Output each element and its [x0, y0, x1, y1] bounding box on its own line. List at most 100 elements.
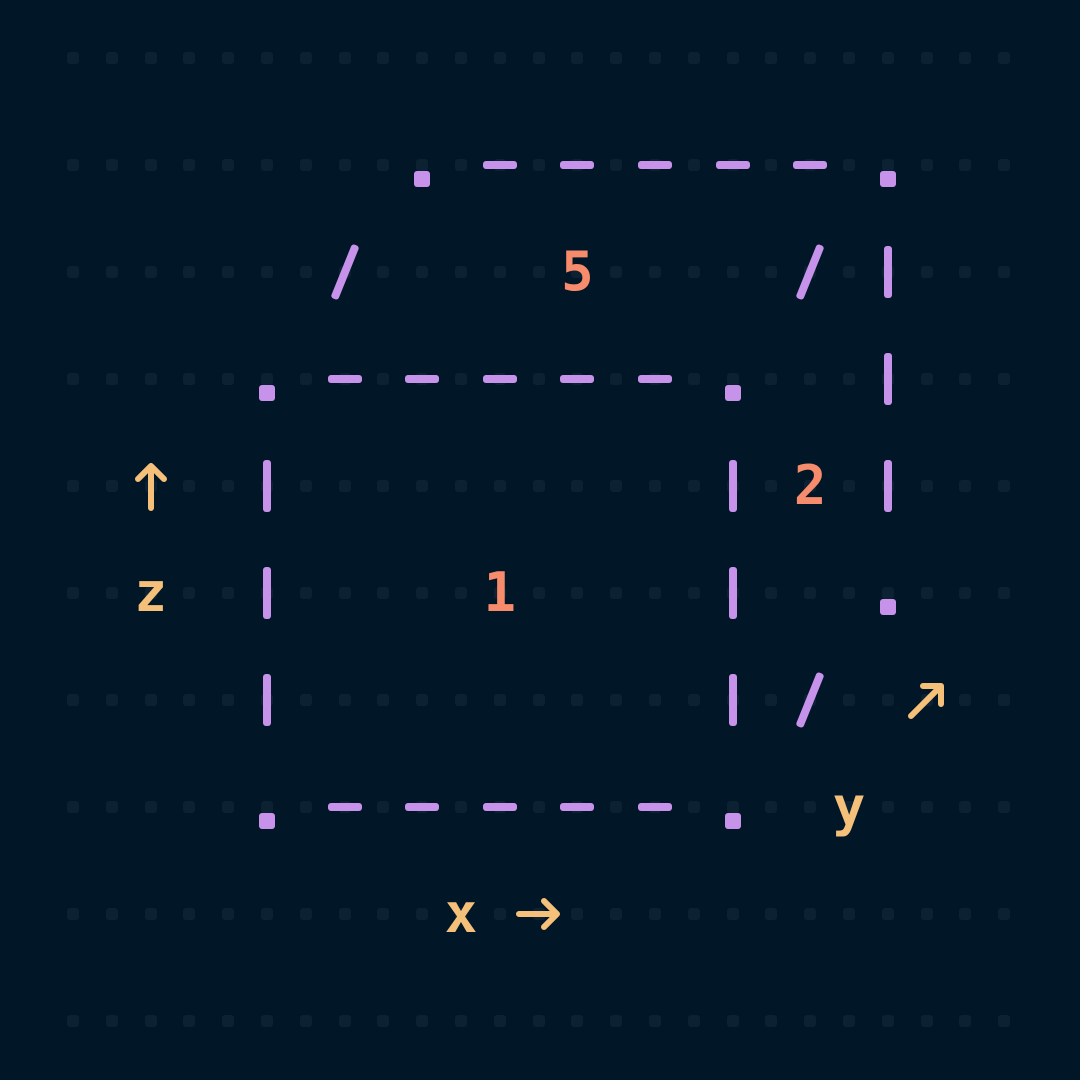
grid-dot	[183, 480, 196, 492]
grid-dot	[183, 908, 196, 920]
grid-dot	[532, 694, 545, 706]
grid-dot	[222, 52, 235, 64]
cube-vertex	[724, 385, 741, 401]
grid-dot	[920, 159, 933, 171]
cube-vertex-cell	[858, 125, 918, 205]
grid-dot	[959, 801, 972, 813]
grid-dot	[765, 52, 778, 64]
grid-dot	[183, 801, 196, 813]
cube-edge-horizontal-cell	[470, 767, 530, 847]
grid-dot	[610, 266, 623, 278]
grid-dot	[299, 1015, 312, 1027]
grid-dot	[687, 52, 700, 64]
grid-dot	[222, 587, 235, 599]
grid-dot	[67, 1015, 79, 1027]
grid-dot	[455, 373, 467, 385]
cube-vertex-cell	[703, 339, 763, 419]
grid-dot	[843, 908, 855, 920]
grid-dot	[610, 373, 623, 385]
grid-dot	[843, 480, 855, 492]
grid-dot	[67, 908, 79, 920]
grid-dot	[493, 908, 506, 920]
grid-dot	[765, 1015, 778, 1027]
grid-dot	[610, 1015, 623, 1027]
grid-dot	[610, 52, 623, 64]
grid-dot	[67, 480, 79, 492]
grid-dot	[377, 266, 390, 278]
grid-dot	[610, 801, 623, 813]
grid-dot	[920, 908, 933, 920]
grid-dot	[687, 159, 700, 171]
grid-dot	[610, 480, 623, 492]
grid-dot	[687, 908, 700, 920]
grid-dot	[765, 908, 778, 920]
cube-edge-horizontal	[482, 375, 517, 383]
cube-edge-horizontal	[793, 161, 828, 169]
cube-vertex	[259, 385, 275, 401]
grid-dot	[105, 1015, 118, 1027]
grid-dot	[881, 801, 894, 813]
grid-dot	[571, 587, 584, 599]
grid-dot	[610, 587, 623, 599]
cube-vertex-cell	[703, 767, 763, 847]
grid-dot	[726, 266, 739, 278]
grid-dot	[804, 1015, 817, 1027]
grid-dot	[804, 587, 817, 599]
grid-dot	[804, 52, 817, 64]
cube-edge-vertical	[263, 674, 271, 726]
grid-dot	[843, 587, 855, 599]
grid-dot	[649, 908, 661, 920]
grid-dot	[493, 1015, 506, 1027]
cube-edge-diagonal	[795, 671, 825, 729]
cube-edge-vertical-cell	[237, 446, 297, 526]
cube-edge-horizontal	[327, 375, 362, 383]
cube-edge-vertical-cell	[237, 553, 297, 633]
grid-dot	[532, 801, 545, 813]
grid-dot	[416, 1015, 429, 1027]
grid-dot	[338, 52, 351, 64]
cube-edge-horizontal-cell	[392, 339, 452, 419]
grid-dot	[649, 694, 661, 706]
cube-vertex-cell	[858, 553, 918, 633]
grid-dot	[105, 480, 118, 492]
grid-dot	[105, 52, 118, 64]
grid-dot	[105, 908, 118, 920]
grid-dot	[493, 480, 506, 492]
grid-dot	[338, 480, 351, 492]
grid-dot	[67, 694, 79, 706]
cube-edge-vertical	[883, 246, 892, 298]
grid-dot	[726, 52, 739, 64]
cube-edge-vertical	[883, 353, 892, 405]
grid-dot	[726, 373, 739, 385]
grid-dot	[222, 373, 235, 385]
grid-dot	[920, 266, 933, 278]
grid-dot	[804, 908, 817, 920]
grid-dot	[455, 694, 467, 706]
grid-dot	[998, 159, 1011, 171]
grid-dot	[67, 373, 79, 385]
grid-dot	[765, 587, 778, 599]
grid-dot	[338, 908, 351, 920]
cube-edge-horizontal-cell	[392, 767, 452, 847]
grid-dot	[687, 801, 700, 813]
grid-dot	[416, 694, 429, 706]
grid-dot	[377, 801, 390, 813]
grid-dot	[843, 801, 855, 813]
grid-dot	[493, 694, 506, 706]
cube-edge-vertical-cell	[858, 232, 918, 312]
grid-dot	[144, 159, 157, 171]
grid-dot	[649, 52, 661, 64]
grid-dot	[959, 159, 972, 171]
grid-dot	[377, 1015, 390, 1027]
grid-dot	[377, 52, 390, 64]
cube-edge-horizontal	[482, 803, 517, 811]
cube-edge-horizontal	[560, 161, 595, 169]
grid-dot	[455, 801, 467, 813]
grid-dot	[998, 1015, 1011, 1027]
grid-dot	[67, 801, 79, 813]
grid-dot	[687, 266, 700, 278]
cube-edge-horizontal	[560, 375, 595, 383]
cube-vertex	[724, 813, 741, 829]
grid-dot	[687, 587, 700, 599]
cube-vertex-cell	[237, 339, 297, 419]
